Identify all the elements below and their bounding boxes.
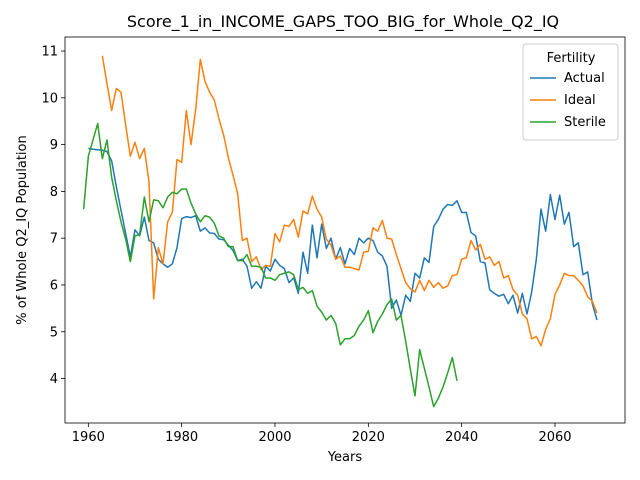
x-tick-label: 2040 — [445, 430, 478, 445]
y-tick-label: 6 — [50, 278, 58, 293]
series-line-ideal — [101, 55, 598, 347]
legend-label-actual: Actual — [564, 71, 605, 86]
y-tick-label: 4 — [50, 372, 58, 387]
y-tick-label: 11 — [41, 45, 58, 60]
series-line-sterile — [82, 122, 458, 408]
x-tick-label: 2000 — [258, 430, 291, 445]
legend-title: Fertility — [547, 51, 596, 66]
y-tick-label: 5 — [50, 325, 58, 340]
x-tick-label: 2020 — [352, 430, 385, 445]
x-axis: 1960 1980 2000 2020 2040 2060 — [72, 423, 572, 445]
y-axis-label: % of Whole Q2_IQ Population — [15, 135, 30, 324]
y-tick-label: 8 — [50, 185, 58, 200]
chart-title: Score_1_in_INCOME_GAPS_TOO_BIG_for_Whole… — [127, 12, 559, 32]
y-tick-label: 10 — [41, 91, 58, 106]
legend: Fertility Actual Ideal Sterile — [522, 43, 619, 141]
legend-entries: Actual Ideal Sterile — [530, 71, 606, 130]
x-tick-label: 1980 — [165, 430, 198, 445]
x-tick-label: 1960 — [72, 430, 105, 445]
series-layer — [82, 55, 598, 408]
legend-label-sterile: Sterile — [564, 115, 606, 130]
y-axis: 4 5 6 7 8 9 10 11 — [41, 45, 65, 387]
x-axis-label: Years — [327, 450, 363, 465]
x-tick-label: 2060 — [538, 430, 571, 445]
series-line-actual — [88, 147, 598, 321]
plot-frame — [64, 36, 626, 424]
legend-label-ideal: Ideal — [564, 93, 596, 108]
y-tick-label: 7 — [50, 232, 58, 247]
y-tick-label: 9 — [50, 138, 58, 153]
legend-box — [522, 43, 619, 141]
